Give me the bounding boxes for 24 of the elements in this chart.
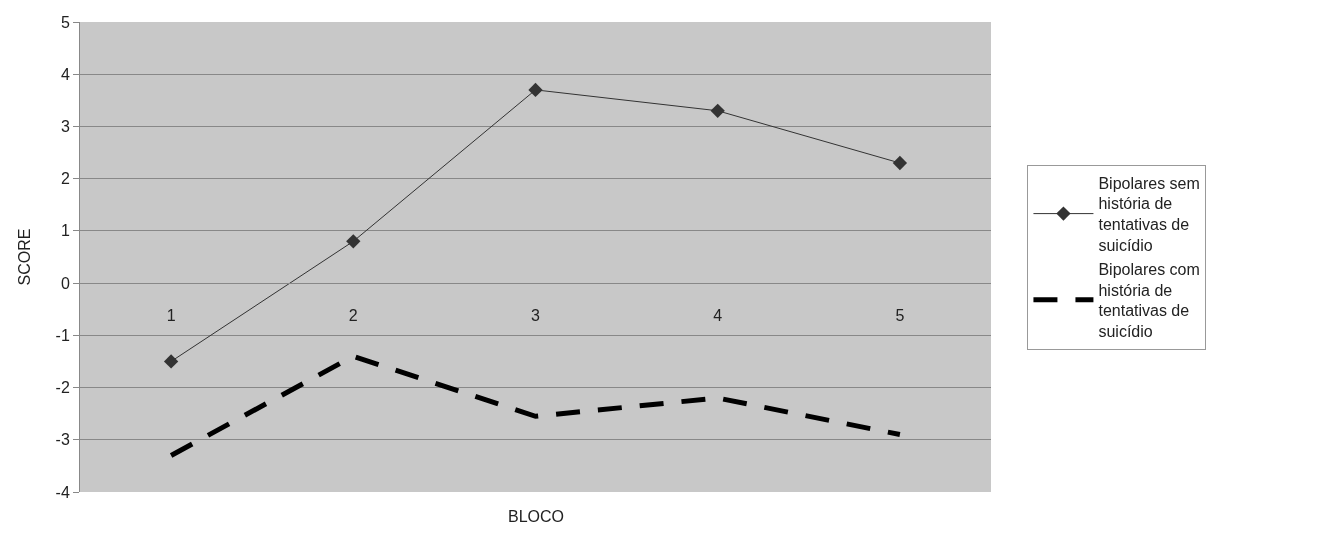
point: [346, 234, 361, 249]
y-axis-title: SCORE: [16, 228, 34, 286]
y-tick-label: -1: [55, 326, 70, 344]
x-tick-label: 2: [348, 307, 358, 325]
point: [710, 103, 725, 118]
x-tick-label: 3: [531, 307, 541, 325]
y-tick-label: -4: [55, 483, 70, 501]
y-tick-label: 2: [60, 170, 70, 188]
point: [528, 82, 543, 98]
x-axis-title: BLOCO: [508, 508, 565, 525]
x-tick-label: 5: [895, 307, 905, 325]
x-tick-label: 1: [166, 307, 176, 325]
y-tick-label: 1: [60, 222, 70, 240]
y-tick-label: 5: [60, 13, 70, 31]
legend-label: Bipolares com história de tentativas de suicídio: [1098, 260, 1200, 341]
y-tick-label: 4: [60, 65, 70, 83]
y-tick-label: -2: [55, 379, 70, 397]
y-tick-label: 0: [60, 274, 70, 292]
y-tick-label: -3: [55, 431, 70, 449]
x-tick-label: 4: [713, 307, 723, 325]
point: [892, 155, 908, 171]
legend-label: Bipolares sem história de tentativas de suicídio: [1098, 174, 1200, 255]
point: [163, 354, 179, 369]
y-tick-label: 3: [60, 118, 70, 136]
